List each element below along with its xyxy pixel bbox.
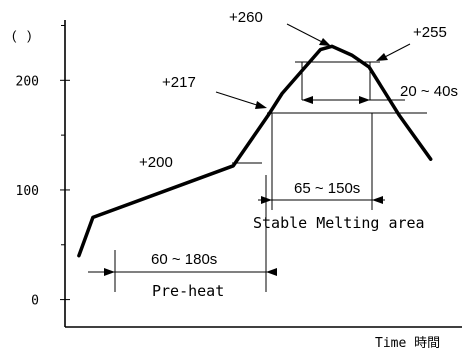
label-preheat-range: 60 ~ 180s	[151, 251, 217, 268]
y-axis-unit: ( )	[12, 28, 32, 43]
y-tick-label: 100	[16, 184, 39, 199]
label-melt-start: +217	[162, 74, 196, 91]
preheat-arrow-left	[104, 268, 115, 276]
peak-leader-arrow	[319, 38, 331, 46]
label-preheat-name: Pre-heat	[152, 282, 224, 300]
preheat-arrow-right	[266, 268, 277, 276]
label-preheat-end: +200	[139, 154, 173, 171]
label-melt-end: +255	[413, 24, 447, 41]
label-melting-name: Stable Melting area	[253, 214, 425, 232]
x-axis-label: Time 時間	[375, 336, 440, 351]
peak-zone-arrow-left	[302, 96, 313, 104]
y-tick-label: 200	[16, 74, 39, 89]
melting-arrow-right	[372, 196, 383, 204]
peak-zone-arrow-right	[359, 96, 370, 104]
series-line	[77, 44, 433, 258]
label-peak: +260	[229, 9, 263, 26]
y-tick-group: 0 100 200	[16, 24, 70, 309]
y-tick-label: 0	[31, 294, 39, 309]
arrowheads	[104, 38, 388, 276]
label-peak-zone-range: 20 ~ 40s	[400, 83, 458, 100]
label-melting-range: 65 ~ 150s	[294, 180, 360, 197]
melt-end-leader-arrow	[376, 53, 388, 61]
melt-start-leader-arrow	[255, 101, 267, 109]
melting-arrow-left	[261, 196, 272, 204]
